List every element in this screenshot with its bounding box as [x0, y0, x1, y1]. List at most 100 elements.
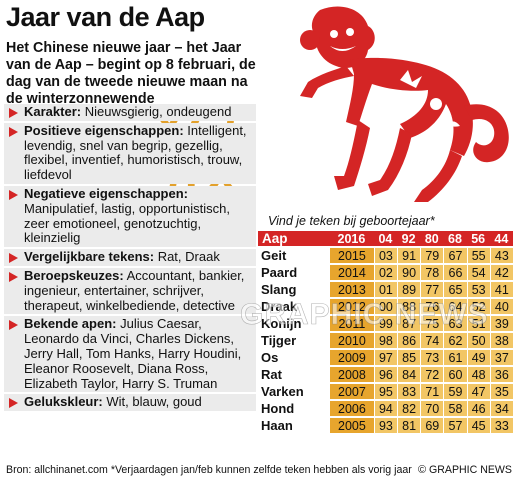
table-header-cell: 92 — [397, 231, 421, 246]
info-label: Negatieve eigenschappen: — [24, 185, 188, 201]
info-text: Manipulatief, lastig, opportunistisch, z… — [24, 200, 230, 246]
year-cell: 99 — [373, 316, 398, 331]
year-cell: 43 — [489, 248, 513, 263]
red-triangle-icon — [9, 320, 18, 331]
info-label: Vergelijkbare tekens: — [24, 249, 155, 265]
year-cell: 74 — [420, 333, 444, 348]
year-cell: 01 — [373, 282, 398, 297]
year-cell: 49 — [466, 350, 490, 365]
year-cell: 65 — [443, 282, 467, 297]
sign-cell: Draak — [261, 299, 298, 314]
year-cell: 58 — [443, 401, 467, 416]
year-cell: 40 — [489, 299, 513, 314]
year-cell: 57 — [443, 418, 467, 433]
footer: Bron: allchinanet.com *Verjaardagen jan/… — [6, 464, 512, 476]
page-title: Jaar van de Aap — [6, 2, 205, 32]
table-header-cell: 80 — [420, 231, 444, 246]
year-cell: 85 — [397, 350, 421, 365]
year-cell: 94 — [373, 401, 398, 416]
year-cell: 33 — [489, 418, 513, 433]
year-cell: 02 — [373, 265, 398, 280]
info-text: Rat, Draak — [154, 249, 220, 265]
year-cell: 2008 — [329, 367, 374, 382]
table-row: Varken 2007 95 83 71 59 47 35 — [258, 384, 513, 399]
year-cell: 2005 — [329, 418, 374, 433]
table-row: Hond 2006 94 82 70 58 46 34 — [258, 401, 513, 416]
year-cell: 59 — [443, 384, 467, 399]
year-cell: 2015 — [329, 248, 374, 263]
credit-text: GRAPHIC NEWS — [429, 464, 512, 476]
year-cell: 50 — [466, 333, 490, 348]
table-header-cell: 04 — [373, 231, 398, 246]
year-cell: 87 — [397, 316, 421, 331]
table-header-row: Aap 2016 04 92 80 68 56 44 — [258, 231, 513, 246]
year-cell: 83 — [397, 384, 421, 399]
info-text: Julius Caesar, Leonardo da Vinci, Charle… — [24, 316, 242, 391]
table-header-cell: Aap — [258, 231, 330, 246]
sign-cell: Hond — [261, 401, 295, 416]
year-cell: 61 — [443, 350, 467, 365]
info-famous-monkeys: Bekende apen: Julius Caesar, Leonardo da… — [4, 316, 256, 393]
info-negative-traits: Negatieve eigenschappen: Manipulatief, l… — [4, 185, 256, 248]
year-cell: 78 — [420, 265, 444, 280]
table-row: Haan 2005 93 81 69 57 45 33 — [258, 418, 513, 433]
info-label: Bekende apen: — [24, 316, 117, 332]
table-row: Tijger 2010 98 86 74 62 50 38 — [258, 333, 513, 348]
year-cell: 03 — [373, 248, 398, 263]
info-lucky-colors: Gelukskleur: Wit, blauw, goud — [4, 394, 256, 412]
sign-cell: Geit — [261, 248, 287, 263]
year-cell: 38 — [489, 333, 513, 348]
table-row: Geit 2015 03 91 79 67 55 43 — [258, 248, 513, 263]
table-header-cell: 2016 — [329, 231, 374, 246]
year-cell: 63 — [443, 316, 467, 331]
year-cell: 96 — [373, 367, 398, 382]
table-row: Paard 2014 02 90 78 66 54 42 — [258, 265, 513, 280]
table-subtitle: Vind je teken bij geboortejaar* — [268, 214, 435, 228]
year-cell: 77 — [420, 282, 444, 297]
table-row: Draak 2012 00 88 76 64 52 40 — [258, 299, 513, 314]
info-panel: Karakter: Nieuwsgierig, ondeugend Positi… — [4, 104, 256, 413]
red-triangle-icon — [9, 398, 18, 409]
year-cell: 54 — [466, 265, 490, 280]
year-cell: 47 — [466, 384, 490, 399]
sign-cell: Haan — [261, 418, 293, 433]
intro-text: Het Chinese nieuwe jaar – het Jaar van d… — [6, 40, 256, 107]
info-text: Intelligent, levendig, snel van begrip, … — [24, 122, 247, 183]
year-cell: 2013 — [329, 282, 374, 297]
year-cell: 84 — [397, 367, 421, 382]
year-cell: 81 — [397, 418, 421, 433]
year-cell: 75 — [420, 316, 444, 331]
year-cell: 67 — [443, 248, 467, 263]
red-triangle-icon — [9, 271, 18, 282]
year-cell: 48 — [466, 367, 490, 382]
info-careers: Beroepskeuzes: Accountant, bankier, inge… — [4, 267, 256, 315]
year-cell: 45 — [466, 418, 490, 433]
year-cell: 82 — [397, 401, 421, 416]
info-text: Accountant, bankier, ingenieur, entertai… — [24, 267, 245, 313]
red-triangle-icon — [9, 126, 18, 137]
year-cell: 62 — [443, 333, 467, 348]
year-cell: 2006 — [329, 401, 374, 416]
sign-cell: Varken — [261, 384, 304, 399]
year-cell: 51 — [466, 316, 490, 331]
table-header-cell: 56 — [466, 231, 490, 246]
year-cell: 2014 — [329, 265, 374, 280]
year-cell: 97 — [373, 350, 398, 365]
year-cell: 88 — [397, 299, 421, 314]
year-cell: 70 — [420, 401, 444, 416]
info-label: Positieve eigenschappen: — [24, 122, 184, 138]
year-cell: 72 — [420, 367, 444, 382]
monkey-papercut-illustration — [300, 6, 509, 202]
sign-cell: Rat — [261, 367, 282, 382]
year-cell: 00 — [373, 299, 398, 314]
info-label: Gelukskleur: — [24, 394, 103, 410]
year-cell: 91 — [397, 248, 421, 263]
info-label: Karakter: — [24, 104, 82, 119]
red-triangle-icon — [9, 108, 18, 118]
year-cell: 2009 — [329, 350, 374, 365]
year-cell: 2007 — [329, 384, 374, 399]
info-positive-traits: Positieve eigenschappen: Intelligent, le… — [4, 122, 256, 184]
year-cell: 37 — [489, 350, 513, 365]
year-cell: 42 — [489, 265, 513, 280]
year-cell: 73 — [420, 350, 444, 365]
